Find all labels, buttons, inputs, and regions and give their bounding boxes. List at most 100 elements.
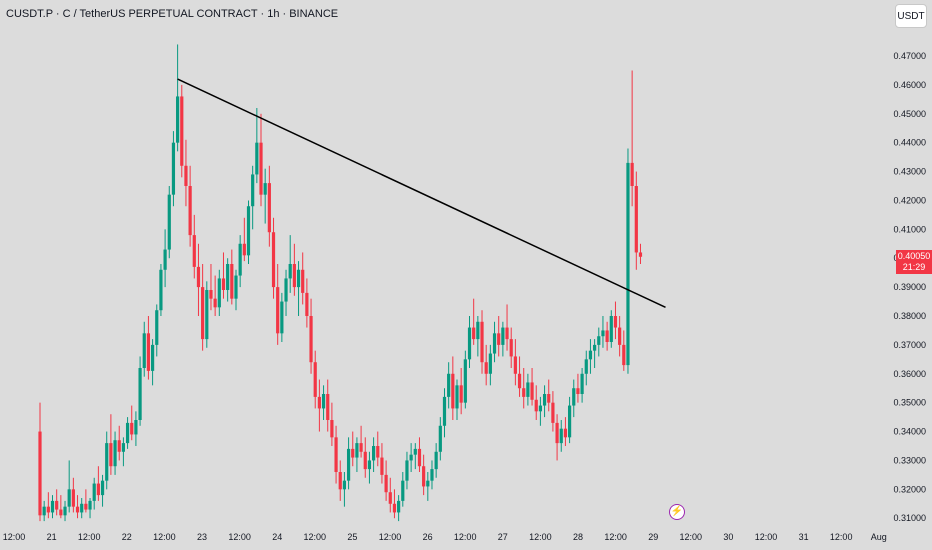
- candle-body: [196, 266, 201, 288]
- candles-group: [38, 44, 643, 522]
- candle-body: [238, 243, 242, 276]
- candle-body: [121, 443, 125, 452]
- time-tick-label: 26: [423, 532, 433, 542]
- candle-body: [267, 183, 271, 233]
- candle-body: [67, 489, 71, 507]
- candle-body: [255, 142, 259, 175]
- candle-body: [305, 292, 309, 316]
- candle-body: [559, 428, 563, 444]
- candle-body: [46, 506, 50, 513]
- candle-body: [451, 373, 455, 409]
- candle-body: [509, 339, 513, 357]
- candle-body: [484, 362, 488, 374]
- candle-body: [230, 264, 234, 299]
- price-tick-label: 0.42000: [893, 195, 926, 205]
- time-tick-label: 21: [47, 532, 57, 542]
- price-tick-label: 0.38000: [893, 311, 926, 321]
- candle-body: [417, 448, 422, 467]
- price-tick-label: 0.34000: [893, 427, 926, 437]
- candle-body: [434, 451, 438, 470]
- candle-body: [547, 394, 551, 403]
- candle-body: [55, 500, 59, 510]
- bar-countdown: 21:29: [902, 262, 926, 272]
- candle-body: [588, 350, 593, 360]
- candle-body: [321, 394, 326, 409]
- candle-body: [438, 425, 442, 452]
- time-tick-label: 24: [272, 532, 282, 542]
- candle-body: [618, 327, 622, 345]
- candle-body: [75, 506, 80, 513]
- trendline-group[interactable]: [177, 78, 666, 309]
- candle-body: [422, 466, 426, 487]
- candle-body: [605, 330, 609, 342]
- time-tick-label: 12:00: [529, 532, 552, 542]
- candle-body: [184, 165, 188, 186]
- candle-body: [276, 287, 280, 334]
- candle-body: [88, 500, 92, 510]
- time-axis[interactable]: 12:00 21 12:00 22 12:00 23 12:00 24 12:00 25 12:00…: [3, 532, 887, 542]
- candle-body: [346, 448, 351, 481]
- candle-body: [92, 483, 96, 501]
- candle-body: [376, 446, 380, 458]
- candle-body: [567, 405, 572, 438]
- candle-body: [492, 333, 497, 354]
- candle-body: [142, 333, 146, 368]
- candle-body: [563, 428, 568, 438]
- candle-body: [609, 316, 613, 342]
- currency-button[interactable]: USDT: [895, 4, 927, 28]
- candle-body: [163, 249, 167, 270]
- price-tick-label: 0.31000: [893, 513, 926, 523]
- candle-body: [138, 368, 142, 420]
- candle-body: [634, 186, 638, 253]
- candle-body: [342, 480, 347, 490]
- time-tick-label: Aug: [871, 532, 887, 542]
- candle-body: [330, 420, 334, 438]
- price-tick-label: 0.46000: [893, 80, 926, 90]
- price-tick-label: 0.35000: [893, 398, 926, 408]
- price-tick-label: 0.37000: [893, 340, 926, 350]
- candle-body: [447, 373, 451, 397]
- candle-body: [159, 269, 163, 311]
- candle-body: [505, 327, 509, 340]
- candle-body: [130, 422, 134, 435]
- price-tick-label: 0.45000: [893, 109, 926, 119]
- candle-body: [125, 422, 130, 444]
- candle-body: [271, 232, 276, 288]
- candle-body: [150, 344, 155, 371]
- price-tick-label: 0.33000: [893, 455, 926, 465]
- candle-body: [96, 483, 100, 496]
- lightning-icon[interactable]: ⚡: [669, 504, 685, 520]
- time-tick-label: 12:00: [454, 532, 477, 542]
- time-tick-label: 25: [347, 532, 357, 542]
- candle-body: [155, 310, 159, 345]
- candle-body: [292, 264, 296, 288]
- candle-body: [209, 290, 213, 299]
- candle-body: [626, 162, 630, 366]
- time-tick-label: 12:00: [304, 532, 327, 542]
- symbol-title: CUSDT.P · C / TetherUS PERPETUAL CONTRAC…: [6, 8, 339, 20]
- candle-body: [405, 460, 409, 481]
- candle-body: [480, 321, 484, 363]
- price-tick-label: 0.44000: [893, 138, 926, 148]
- time-tick-label: 12:00: [604, 532, 627, 542]
- candle-body: [392, 503, 397, 513]
- candle-body: [597, 336, 601, 345]
- candle-body: [338, 472, 342, 490]
- candle-body: [301, 269, 305, 293]
- time-tick-label: 12:00: [153, 532, 176, 542]
- candle-body: [234, 275, 238, 299]
- candle-body: [42, 506, 46, 516]
- candle-body: [476, 321, 480, 340]
- candle-body: [284, 278, 288, 302]
- trendline[interactable]: [177, 78, 666, 309]
- price-axis[interactable]: 0.47000 0.46000 0.45000 0.44000 0.43000 0.420…: [893, 51, 926, 523]
- time-tick-label: 12:00: [680, 532, 703, 542]
- candle-body: [117, 440, 121, 452]
- candle-body: [538, 405, 542, 412]
- candle-body: [317, 396, 321, 409]
- candle-body: [113, 440, 117, 467]
- candle-body: [601, 330, 605, 337]
- candle-body: [551, 402, 555, 423]
